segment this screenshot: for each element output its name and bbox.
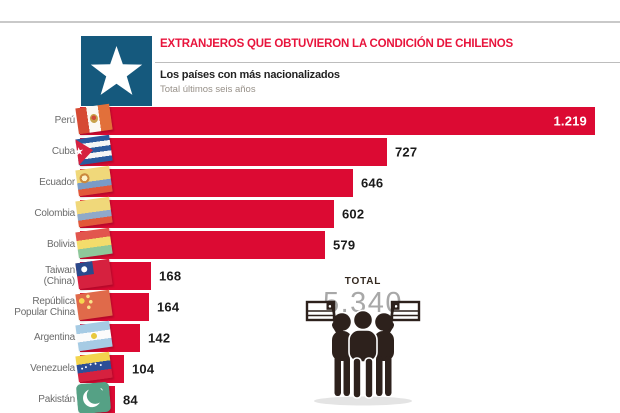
value-label: 164	[157, 299, 180, 315]
bar-row: Colombia 602	[0, 196, 620, 228]
bar-row: Argentina 142	[0, 320, 620, 352]
flag-icon	[75, 258, 113, 290]
country-label: Perú	[54, 115, 76, 127]
country-label: Argentina	[33, 332, 75, 344]
flag-icon	[75, 351, 113, 383]
bar-row: Bolivia 579	[0, 227, 620, 259]
bar-row: República Popular China 164	[0, 289, 620, 321]
value-label: 104	[132, 361, 155, 377]
country-label: República Popular China	[14, 295, 75, 318]
country-label: Pakistán	[38, 394, 75, 406]
people-holding-flags-icon	[305, 300, 421, 406]
bar	[80, 107, 595, 135]
bar-row: Ecuador 646	[0, 165, 620, 197]
value-label: 168	[159, 268, 182, 284]
person-right	[374, 313, 394, 396]
bar-row: Taiwan (China) 168	[0, 258, 620, 290]
flag-icon	[75, 103, 113, 135]
chile-star-logo	[81, 36, 152, 106]
bar-row: Venezuela 104	[0, 351, 620, 383]
flag-icon	[75, 134, 113, 166]
person-center	[348, 309, 378, 399]
bar-row: Pakistán 84	[0, 381, 620, 413]
top-rule	[0, 21, 620, 23]
bar-row: Perú 1.219	[0, 103, 620, 135]
value-label: 1.219	[553, 113, 587, 129]
value-label: 727	[395, 144, 418, 160]
flag-icon	[75, 320, 113, 352]
bar	[80, 231, 325, 259]
bar-row: Cuba 727	[0, 134, 620, 166]
value-label: 142	[148, 330, 171, 346]
country-label: Venezuela	[30, 363, 75, 375]
country-label: Bolivia	[46, 239, 75, 251]
bar	[80, 138, 387, 166]
value-label: 84	[123, 392, 138, 408]
country-label: Cuba	[51, 146, 75, 158]
chart-period: Total últimos seis años	[160, 84, 256, 95]
flag-icon	[75, 196, 113, 228]
chart-subtitle: Los países con más nacionalizados	[160, 69, 340, 81]
header-divider	[155, 62, 620, 63]
flag-icon	[75, 381, 112, 413]
value-label: 602	[342, 206, 365, 222]
infographic-title: EXTRANJEROS QUE OBTUVIERON LA CONDICIÓN …	[160, 38, 513, 50]
bar	[80, 200, 334, 228]
value-label: 646	[361, 175, 384, 191]
country-label: Taiwan (China)	[43, 264, 76, 287]
value-label: 579	[333, 237, 356, 253]
held-flag-left	[305, 300, 339, 328]
star-icon	[81, 36, 152, 106]
person-left	[332, 313, 352, 396]
flag-icon	[75, 165, 113, 197]
country-label: Ecuador	[39, 177, 75, 189]
flag-icon	[75, 289, 113, 321]
country-label: Colombia	[34, 208, 75, 220]
flag-icon	[75, 227, 113, 259]
bar	[80, 169, 353, 197]
total-label: TOTAL	[344, 276, 382, 287]
